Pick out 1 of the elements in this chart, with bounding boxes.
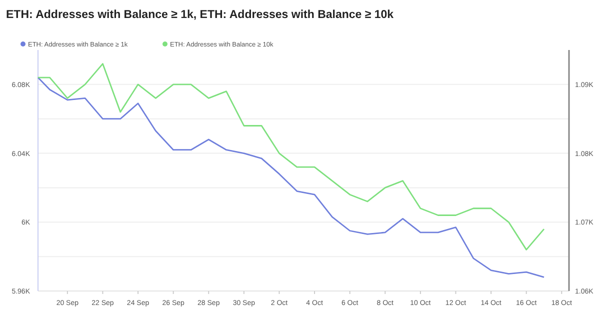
chart-title: ETH: Addresses with Balance ≥ 1k, ETH: Addresses with Balance ≥ 10k xyxy=(6,9,394,21)
